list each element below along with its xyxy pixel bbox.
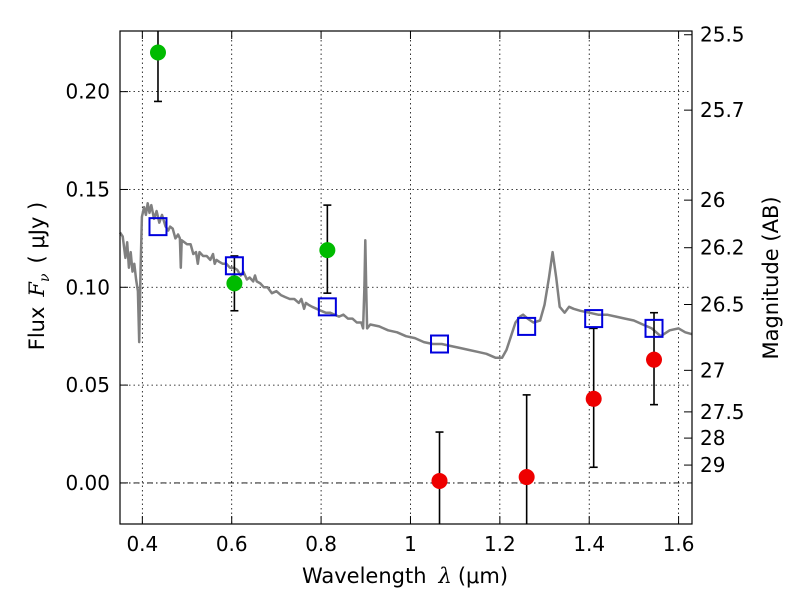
model-flux-point (148, 217, 168, 237)
magnitude-tick-label: 26.2 (700, 236, 745, 260)
y-axis-label: FluxFν( μJy ) (25, 202, 53, 350)
model-flux-point (430, 334, 450, 354)
x-tick-label: 1 (404, 532, 417, 556)
axis-ticks: 0.4 0.6 0.8 1 1.2 1.4 1.6 0.00 0.05 0.10 0.15 0.20 2… (65, 23, 744, 556)
plot-frame (119, 30, 693, 525)
y-tick-label: 0.00 (65, 471, 110, 495)
y-tick-label: 0.10 (65, 275, 110, 299)
data-markers (148, 44, 664, 489)
model-spectrum (118, 201, 693, 359)
model-flux-point (584, 309, 604, 329)
nir-flux-point (518, 469, 535, 486)
magnitude-tick-label: 25.7 (700, 98, 745, 122)
nir-flux-point (431, 472, 448, 489)
model-flux-point (317, 297, 337, 317)
optical-flux-point (226, 275, 243, 292)
model-flux-point (517, 316, 537, 336)
magnitude-tick-label: 29 (700, 453, 725, 477)
x-tick-label: 1.4 (573, 532, 605, 556)
spectrum-line (118, 201, 693, 359)
x-axis-label: Wavelength λ (μm) (302, 564, 508, 588)
magnitude-tick-label: 27 (700, 358, 725, 382)
y-tick-label: 0.05 (65, 373, 110, 397)
magnitude-tick-label: 26.5 (700, 292, 745, 316)
magnitude-tick-label: 26 (700, 188, 725, 212)
magnitude-tick-label: 27.5 (700, 400, 745, 424)
model-flux-point (224, 256, 244, 276)
x-tick-label: 0.8 (305, 532, 337, 556)
x-tick-label: 0.4 (126, 532, 158, 556)
y-tick-label: 0.15 (65, 177, 110, 201)
optical-flux-point (149, 44, 166, 61)
model-flux-point (644, 318, 664, 338)
magnitude-axis-label: Magnitude (AB) (759, 196, 783, 359)
magnitude-tick-label: 25.5 (700, 23, 745, 47)
grid (120, 31, 692, 524)
x-tick-label: 0.6 (216, 532, 248, 556)
magnitude-tick-label: 28 (700, 426, 725, 450)
nir-flux-point (585, 390, 602, 407)
y-tick-label: 0.20 (65, 80, 110, 104)
x-tick-label: 1.6 (663, 532, 695, 556)
nir-flux-point (646, 351, 663, 368)
x-tick-label: 1.2 (484, 532, 516, 556)
optical-flux-point (319, 242, 336, 259)
